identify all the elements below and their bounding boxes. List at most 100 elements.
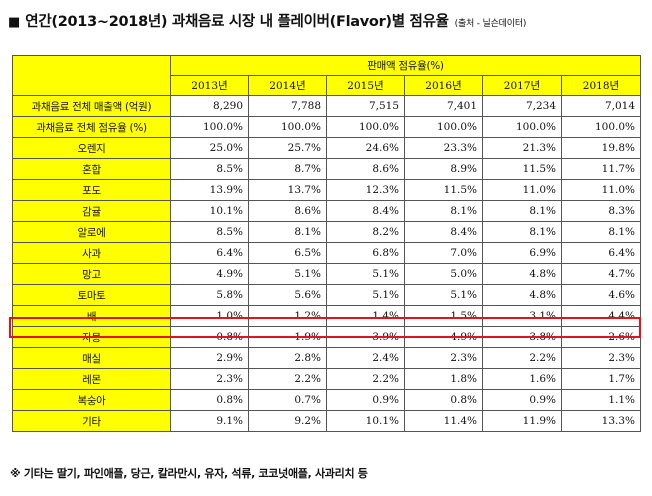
value-cell: 11.4% [404,410,483,432]
table-row: 알로에 8.5% 8.1% 8.2% 8.4% 8.1% 8.1% [12,221,641,243]
row-label: 포도 [12,179,171,201]
value-cell: 100.0% [248,116,327,138]
value-cell: 6.4% [170,242,249,264]
value-cell: 1.1% [561,389,641,411]
value-cell: 1.8% [404,368,483,390]
value-cell: 7,234 [482,95,562,117]
value-cell: 100.0% [326,116,405,138]
value-cell: 2.3% [404,347,483,369]
corner-cell [12,55,171,96]
value-cell: 8.5% [170,221,249,243]
value-cell: 5.1% [326,263,405,285]
value-cell: 8.4% [326,200,405,222]
value-cell: 2.2% [482,347,562,369]
year-header-cell: 2017년 [482,75,562,96]
value-cell: 6.8% [326,242,405,264]
table-row: 감귤 10.1% 8.6% 8.4% 8.1% 8.1% 8.3% [12,200,641,222]
table-body: 과채음료 전체 매출액 (억원) 8,290 7,788 7,515 7,401 7,23… [12,95,641,432]
year-header-cell: 2014년 [248,75,327,96]
value-cell: 8.1% [248,221,327,243]
value-cell: 4.8% [482,284,562,306]
footnote: ※ 기타는 딸기, 파인애플, 당근, 칼라만시, 유자, 석류, 코코넛애플,… [10,467,368,480]
title-bullet: ■ [8,15,21,30]
value-cell: 5.1% [326,284,405,306]
value-cell: 8.2% [326,221,405,243]
value-cell: 23.3% [404,137,483,159]
value-cell: 4.9% [170,263,249,285]
value-cell: 5.0% [404,263,483,285]
value-cell: 4.8% [482,263,562,285]
value-cell: 11.0% [482,179,562,201]
year-header-row: 2013년 2014년 2015년 2016년 2017년 2018년 [13,75,641,96]
row-label: 알로에 [12,221,171,243]
value-cell: 8.5% [170,158,249,180]
value-cell: 13.9% [170,179,249,201]
value-cell: 11.9% [482,410,562,432]
table-row: 매실 2.9% 2.8% 2.4% 2.3% 2.2% 2.3% [12,347,641,369]
value-cell: 8.1% [404,200,483,222]
value-cell: 1.7% [561,368,641,390]
value-cell: 10.1% [326,410,405,432]
value-cell: 25.0% [170,137,249,159]
value-cell: 1.2% [248,305,327,327]
table-row: 자몽 0.8% 1.9% 3.9% 4.9% 3.8% 2.6% [12,326,641,348]
market-share-table: 판매액 점유율(%) 2013년 2014년 2015년 2016년 2017년 2018… [12,55,641,432]
value-cell: 13.3% [561,410,641,432]
value-cell: 11.7% [561,158,641,180]
table-row: 레몬 2.3% 2.2% 2.2% 1.8% 1.6% 1.7% [12,368,641,390]
report-title: 연간(2013~2018년) 과채음료 시장 내 플레이버(Flavor)별 점… [25,14,449,30]
value-cell: 6.9% [482,242,562,264]
row-label: 오렌지 [12,137,171,159]
value-cell: 8.6% [326,158,405,180]
value-cell: 7,401 [404,95,483,117]
table-row: 기타 9.1% 9.2% 10.1% 11.4% 11.9% 13.3% [12,410,641,432]
value-cell: 2.2% [248,368,327,390]
value-cell: 2.8% [248,347,327,369]
value-cell: 9.2% [248,410,327,432]
row-label: 과채음료 전체 점유율 (%) [12,116,171,138]
table-row: 포도 13.9% 13.7% 12.3% 11.5% 11.0% 11.0% [12,179,641,201]
value-cell: 4.4% [561,305,641,327]
value-cell: 5.1% [248,263,327,285]
row-label: 자몽 [12,326,171,348]
value-cell: 100.0% [482,116,562,138]
value-cell: 0.8% [170,326,249,348]
value-cell: 3.1% [482,305,562,327]
value-cell: 1.5% [404,305,483,327]
value-cell: 2.3% [170,368,249,390]
value-cell: 2.4% [326,347,405,369]
value-cell: 1.0% [170,305,249,327]
value-cell: 8.6% [248,200,327,222]
value-cell: 24.6% [326,137,405,159]
value-cell: 0.9% [326,389,405,411]
value-cell: 8.4% [404,221,483,243]
table-row: 과채음료 전체 매출액 (억원) 8,290 7,788 7,515 7,401 7,23… [12,95,641,117]
table-row: 과채음료 전체 점유율 (%) 100.0% 100.0% 100.0% 100.0% 1… [12,116,641,138]
value-cell: 8.1% [482,200,562,222]
table-row: 망고 4.9% 5.1% 5.1% 5.0% 4.8% 4.7% [12,263,641,285]
sales-share-header: 판매액 점유율(%) [170,55,641,76]
group-header-row: 판매액 점유율(%) [12,55,641,96]
table-row: 사과 6.4% 6.5% 6.8% 7.0% 6.9% 6.4% [12,242,641,264]
value-cell: 11.5% [482,158,562,180]
value-cell: 8.1% [561,221,641,243]
value-cell: 7,014 [561,95,641,117]
value-cell: 3.8% [482,326,562,348]
value-cell: 0.9% [482,389,562,411]
row-label: 과채음료 전체 매출액 (억원) [12,95,171,117]
table-row: 복숭아 0.8% 0.7% 0.9% 0.8% 0.9% 1.1% [12,389,641,411]
value-cell: 0.8% [170,389,249,411]
value-cell: 5.8% [170,284,249,306]
row-label: 토마토 [12,284,171,306]
value-cell: 13.7% [248,179,327,201]
value-cell: 12.3% [326,179,405,201]
table-row: 토마토 5.8% 5.6% 5.1% 5.1% 4.8% 4.6% [12,284,641,306]
value-cell: 100.0% [561,116,641,138]
row-label: 복숭아 [12,389,171,411]
value-cell: 1.9% [248,326,327,348]
data-source-note: (출처 - 닐슨데이터) [454,19,527,29]
year-header-cell: 2015년 [326,75,405,96]
value-cell: 2.2% [326,368,405,390]
value-cell: 5.1% [404,284,483,306]
year-header-cell: 2013년 [170,75,249,96]
